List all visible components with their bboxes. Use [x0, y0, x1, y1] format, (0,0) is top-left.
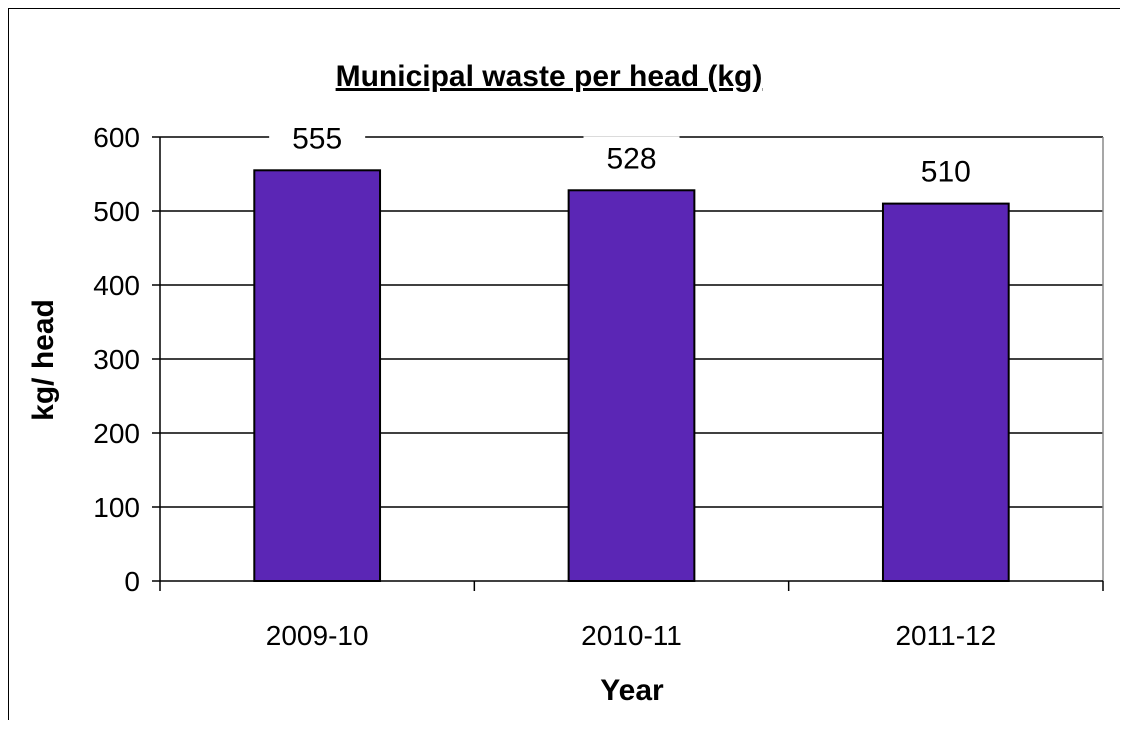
- y-tick-label: 200: [93, 418, 140, 449]
- y-tick-label: 100: [93, 492, 140, 523]
- data-label-bg: [269, 116, 366, 157]
- chart-title: Municipal waste per head (kg): [336, 60, 763, 93]
- x-tick-label: 2010-11: [581, 620, 682, 651]
- x-axis-title: Year: [600, 674, 664, 707]
- chart-frame: [8, 8, 1120, 720]
- y-tick-label: 600: [93, 122, 140, 153]
- y-tick-label: 400: [93, 270, 140, 301]
- data-label-2011-12: 510: [921, 156, 971, 189]
- y-tick-label: 500: [93, 196, 140, 227]
- x-tick-label: 2011-12: [895, 620, 996, 651]
- y-axis-title: kg/ head: [27, 299, 60, 421]
- data-label-bg: [897, 149, 994, 190]
- bars: [253, 169, 1010, 583]
- bar-2009-10: [253, 169, 382, 583]
- bar-2011-12: [881, 202, 1010, 582]
- x-tick-label: 2009-10: [266, 620, 369, 651]
- data-label-2010-11: 528: [606, 142, 656, 175]
- axes: 0 100 200 300 400 500 600 2009-10 2010-11 2011-12: [93, 122, 1104, 651]
- data-labels: 555 528 510: [269, 116, 994, 190]
- y-tick-label: 0: [124, 566, 140, 597]
- bar-2010-11: [567, 189, 696, 582]
- y-tick-label: 300: [93, 344, 140, 375]
- data-label-2009-10: 555: [292, 122, 342, 155]
- data-label-bg: [583, 136, 680, 177]
